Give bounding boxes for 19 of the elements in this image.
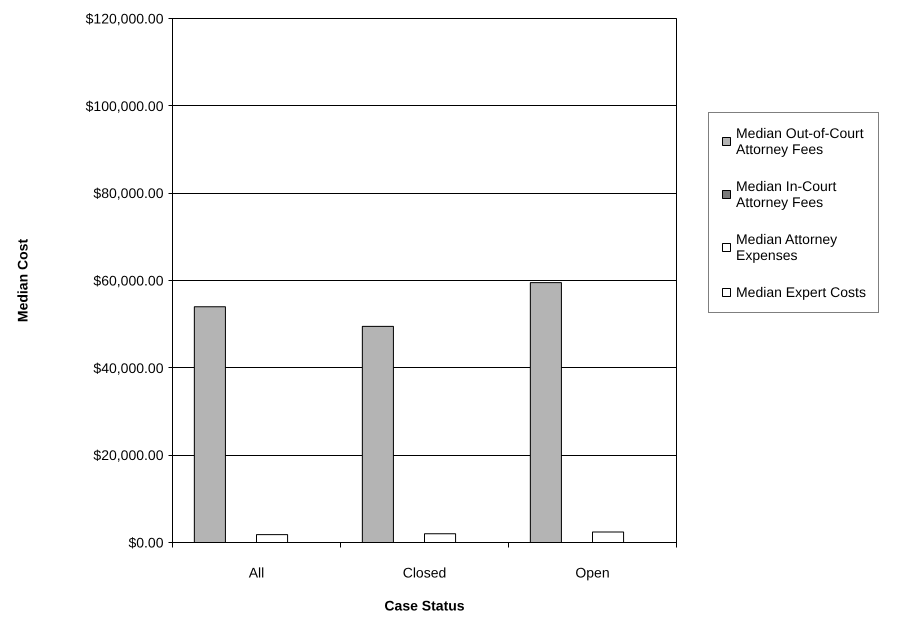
bar	[424, 533, 456, 542]
legend-label: Median Expert Costs	[736, 284, 866, 300]
bar	[592, 532, 624, 542]
x-tick-label: Open	[575, 564, 610, 580]
legend-label: Median Out-of-Court Attorney Fees	[736, 125, 864, 157]
bar	[256, 534, 288, 542]
legend-label: Median In-Court Attorney Fees	[736, 178, 836, 210]
y-axis-title: Median Cost	[14, 238, 31, 322]
y-tick-label: $0.00	[128, 534, 164, 550]
legend-label: Median Attorney Expenses	[736, 231, 838, 263]
y-tick-label: $100,000.00	[86, 98, 164, 114]
y-tick-label: $40,000.00	[93, 360, 164, 376]
x-tick-label: All	[248, 564, 264, 580]
y-tick-label: $120,000.00	[86, 10, 164, 26]
y-tick-label: $60,000.00	[93, 272, 164, 288]
y-tick-label: $80,000.00	[93, 185, 164, 202]
y-tick-label: $20,000.00	[93, 447, 164, 464]
x-axis-title: Case Status	[384, 598, 465, 614]
x-tick-label: Closed	[402, 564, 446, 580]
